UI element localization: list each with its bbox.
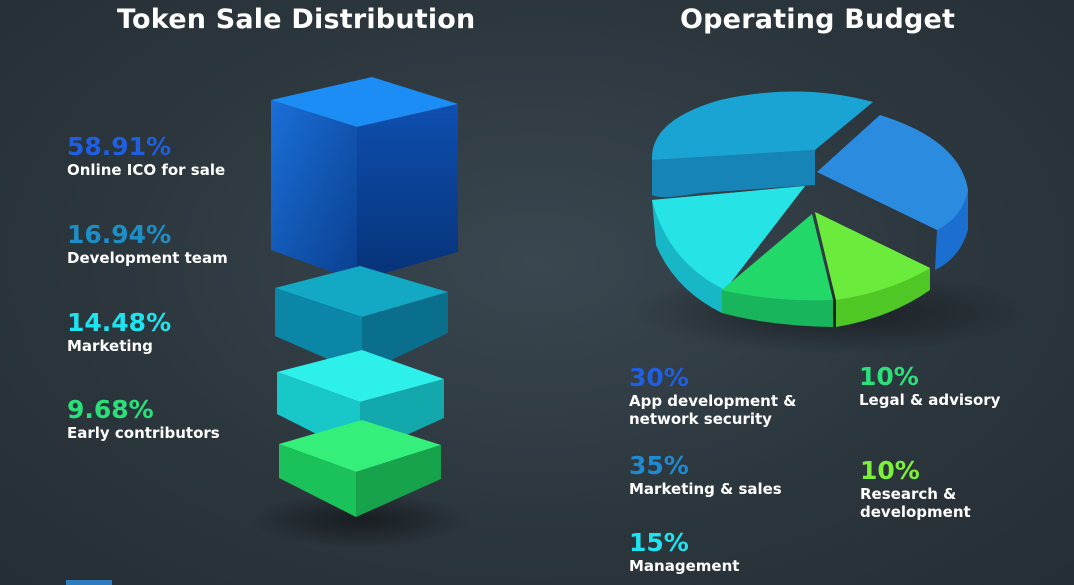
bar-early-contributors xyxy=(279,420,441,517)
bottom-tab-indicator xyxy=(66,580,112,585)
slice-research-development xyxy=(815,212,930,327)
slice-top xyxy=(815,212,930,300)
legend-label: Online ICO for sale xyxy=(67,161,226,179)
slice-top xyxy=(652,186,805,290)
legend-label: Research & xyxy=(860,485,957,503)
slab-front xyxy=(279,444,356,517)
legend-item-early-contributors: 9.68% Early contributors xyxy=(67,395,220,443)
slab-top xyxy=(277,350,444,402)
legend-label: Marketing & sales xyxy=(629,480,782,498)
cube-top xyxy=(271,77,458,127)
legend-label: App development & xyxy=(629,392,797,410)
legend-label: Marketing xyxy=(67,337,153,355)
slice-top xyxy=(651,91,873,160)
legend-label: Legal & advisory xyxy=(859,391,1001,409)
legend-pct: 15% xyxy=(629,528,689,557)
legend-pct: 10% xyxy=(860,456,920,485)
slab-top xyxy=(275,266,448,317)
legend-pct: 10% xyxy=(859,362,919,391)
bar-online-ico xyxy=(271,77,458,281)
legend-label: Management xyxy=(629,557,740,575)
legend-item-development-team: 16.94% Development team xyxy=(67,220,228,268)
legend-pct: 35% xyxy=(629,451,689,480)
legend-pct: 16.94% xyxy=(67,220,172,249)
slice-side xyxy=(652,150,815,198)
legend-label-line2: network security xyxy=(629,410,772,428)
cube-front xyxy=(271,100,357,281)
budget-legend-app-development: 30% App development & network security xyxy=(629,363,797,429)
cube-side xyxy=(357,104,458,281)
legend-item-marketing: 14.48% Marketing xyxy=(67,308,172,356)
legend-pct: 30% xyxy=(629,363,689,392)
legend-label: Early contributors xyxy=(67,424,220,442)
slice-app-development xyxy=(817,115,968,270)
bar-development-team xyxy=(275,266,448,374)
slab-side xyxy=(356,445,441,517)
budget-legend-research-development: 10% Research & development xyxy=(860,456,971,522)
operating-budget-title: Operating Budget xyxy=(680,4,956,35)
legend-pct: 14.48% xyxy=(67,308,172,337)
slice-management xyxy=(652,186,805,313)
slice-top xyxy=(722,214,833,301)
budget-legend-management: 15% Management xyxy=(629,528,740,576)
slice-legal-advisory xyxy=(722,214,833,327)
slab-top xyxy=(279,420,441,472)
stack-shadow xyxy=(250,492,470,548)
budget-legend-legal-advisory: 10% Legal & advisory xyxy=(859,362,1001,410)
slab-front xyxy=(275,288,362,374)
slice-top xyxy=(817,115,968,230)
legend-item-online-ico: 58.91% Online ICO for sale xyxy=(67,132,226,180)
slab-side xyxy=(362,292,448,374)
legend-label: Development team xyxy=(67,249,228,267)
legend-pct: 9.68% xyxy=(67,395,154,424)
legend-label-line2: development xyxy=(860,503,971,521)
token-sale-title: Token Sale Distribution xyxy=(117,4,476,35)
budget-legend-marketing-sales: 35% Marketing & sales xyxy=(629,451,782,499)
legend-pct: 58.91% xyxy=(67,132,172,161)
slice-marketing-sales xyxy=(651,91,873,198)
